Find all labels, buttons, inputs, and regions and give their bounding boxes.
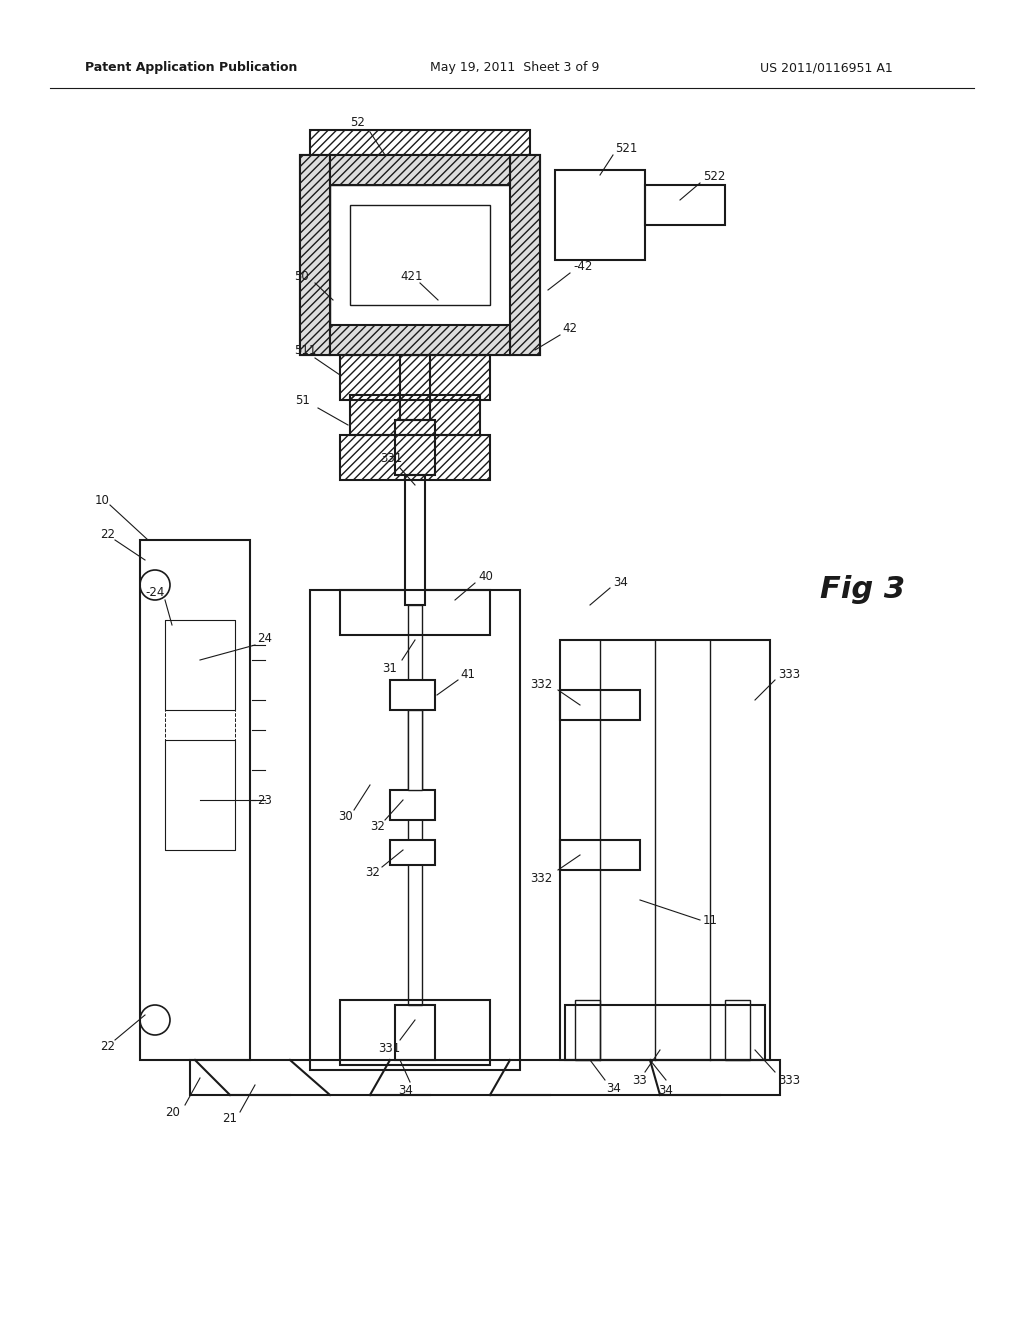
Text: 331: 331	[378, 1041, 400, 1055]
Bar	[190, 1060, 780, 1096]
Text: 32: 32	[370, 820, 385, 833]
Text: 20: 20	[165, 1106, 180, 1118]
Text: 333: 333	[778, 1073, 800, 1086]
Bar	[310, 129, 530, 160]
Text: 41: 41	[460, 668, 475, 681]
Bar	[395, 1005, 435, 1060]
Bar	[510, 154, 540, 355]
Text: May 19, 2011  Sheet 3 of 9: May 19, 2011 Sheet 3 of 9	[430, 62, 599, 74]
Bar	[350, 395, 480, 436]
Bar	[300, 154, 540, 355]
Text: 50: 50	[294, 269, 309, 282]
Text: Fig 3: Fig 3	[820, 576, 905, 605]
Bar	[340, 590, 490, 635]
Text: 511: 511	[294, 343, 316, 356]
Text: 34: 34	[658, 1084, 673, 1097]
Bar	[555, 170, 645, 260]
Text: -24: -24	[145, 586, 165, 598]
Bar	[165, 620, 234, 710]
Text: 21: 21	[222, 1111, 237, 1125]
Text: US 2011/0116951 A1: US 2011/0116951 A1	[760, 62, 893, 74]
Bar	[310, 590, 520, 1071]
Bar	[408, 605, 422, 1005]
Text: 34: 34	[613, 576, 628, 589]
Text: 333: 333	[778, 668, 800, 681]
Bar	[340, 436, 490, 480]
Text: 22: 22	[100, 1040, 115, 1052]
Bar	[395, 420, 435, 475]
Bar	[560, 640, 770, 1060]
Bar	[575, 1001, 600, 1060]
Text: 421: 421	[400, 269, 423, 282]
Bar	[390, 789, 435, 820]
Bar	[140, 540, 250, 1060]
Bar	[645, 185, 725, 224]
Bar	[300, 154, 330, 355]
Text: -42: -42	[573, 260, 592, 272]
Text: 332: 332	[530, 677, 552, 690]
Text: 30: 30	[338, 809, 352, 822]
Bar	[330, 325, 510, 355]
Text: 11: 11	[703, 913, 718, 927]
Bar	[340, 1001, 490, 1065]
Text: 52: 52	[350, 116, 365, 129]
Text: 34: 34	[606, 1081, 621, 1094]
Text: 34: 34	[398, 1084, 413, 1097]
Bar	[406, 475, 425, 605]
Bar	[350, 205, 490, 305]
Text: 23: 23	[257, 793, 272, 807]
Text: 24: 24	[257, 631, 272, 644]
Text: 332: 332	[530, 871, 552, 884]
Text: 42: 42	[562, 322, 577, 334]
Text: 331: 331	[380, 451, 402, 465]
Bar	[565, 1005, 765, 1060]
Text: 10: 10	[95, 494, 110, 507]
Text: 33: 33	[632, 1073, 647, 1086]
Text: 40: 40	[478, 569, 493, 582]
Bar	[165, 741, 234, 850]
Bar	[330, 154, 510, 185]
Text: Patent Application Publication: Patent Application Publication	[85, 62, 297, 74]
Bar	[725, 1001, 750, 1060]
Bar	[408, 710, 422, 789]
Text: 522: 522	[703, 169, 725, 182]
Bar	[560, 840, 640, 870]
Text: 22: 22	[100, 528, 115, 541]
Text: 521: 521	[615, 141, 637, 154]
Bar	[390, 840, 435, 865]
Bar	[340, 355, 490, 400]
Bar	[560, 690, 640, 719]
Bar	[390, 680, 435, 710]
Text: 31: 31	[382, 661, 397, 675]
Text: 32: 32	[365, 866, 380, 879]
Bar	[400, 355, 430, 420]
Text: 51: 51	[295, 393, 310, 407]
Bar	[330, 185, 510, 325]
